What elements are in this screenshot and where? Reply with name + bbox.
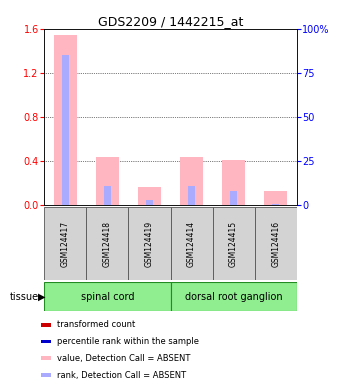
Text: percentile rank within the sample: percentile rank within the sample bbox=[57, 337, 198, 346]
Text: ▶: ▶ bbox=[38, 291, 45, 302]
Bar bbox=[272, 204, 279, 205]
Bar bbox=[96, 157, 119, 205]
Bar bbox=[170, 282, 297, 311]
Bar bbox=[146, 200, 153, 205]
Bar bbox=[180, 157, 203, 205]
Text: rank, Detection Call = ABSENT: rank, Detection Call = ABSENT bbox=[57, 371, 186, 380]
Text: value, Detection Call = ABSENT: value, Detection Call = ABSENT bbox=[57, 354, 190, 363]
Text: GSM124415: GSM124415 bbox=[229, 221, 238, 267]
Text: dorsal root ganglion: dorsal root ganglion bbox=[185, 291, 282, 302]
Bar bbox=[264, 191, 287, 205]
Bar bbox=[86, 207, 129, 280]
Bar bbox=[54, 35, 77, 205]
Bar bbox=[255, 207, 297, 280]
Bar bbox=[230, 191, 237, 205]
Bar bbox=[41, 323, 50, 326]
Bar bbox=[170, 207, 212, 280]
Text: GSM124418: GSM124418 bbox=[103, 221, 112, 267]
Title: GDS2209 / 1442215_at: GDS2209 / 1442215_at bbox=[98, 15, 243, 28]
Text: transformed count: transformed count bbox=[57, 320, 135, 329]
Bar bbox=[129, 207, 170, 280]
Text: GSM124417: GSM124417 bbox=[61, 221, 70, 267]
Bar bbox=[41, 340, 50, 343]
Bar bbox=[104, 186, 111, 205]
Bar bbox=[188, 186, 195, 205]
Text: spinal cord: spinal cord bbox=[81, 291, 134, 302]
Bar bbox=[212, 207, 255, 280]
Bar bbox=[222, 160, 245, 205]
Text: tissue: tissue bbox=[10, 291, 39, 302]
Bar bbox=[41, 373, 50, 377]
Bar bbox=[62, 55, 69, 205]
Text: GSM124416: GSM124416 bbox=[271, 221, 280, 267]
Text: GSM124414: GSM124414 bbox=[187, 221, 196, 267]
Bar bbox=[138, 187, 161, 205]
Bar bbox=[44, 282, 170, 311]
Bar bbox=[41, 356, 50, 360]
Bar bbox=[44, 207, 86, 280]
Text: GSM124419: GSM124419 bbox=[145, 221, 154, 267]
